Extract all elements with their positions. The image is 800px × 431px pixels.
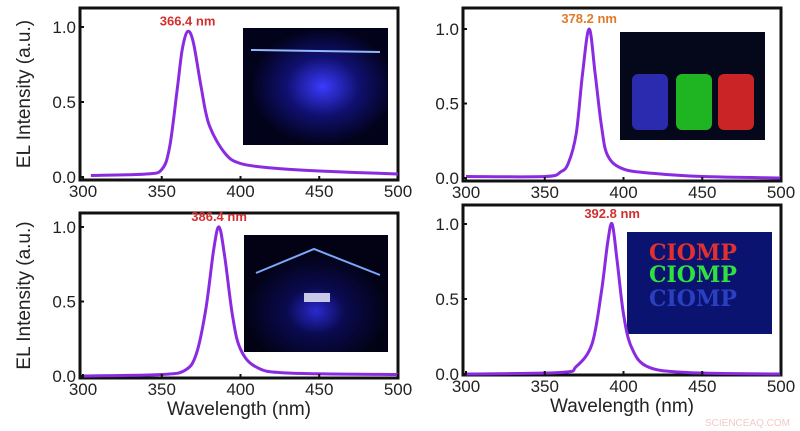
x-tick-label: 350 [148, 380, 176, 399]
peak-label: 392.8 nm [584, 206, 640, 221]
x-tick-label: 300 [452, 377, 480, 396]
y-tick-label: 0.0 [52, 168, 76, 187]
peak-label: 378.2 nm [561, 11, 617, 26]
vial-2 [676, 74, 712, 130]
y-tick-label: 1.0 [52, 18, 76, 37]
panel-3: 386.4 nm 300 350 400 450 500 0.0 0.5 1.0 EL Inten… [14, 209, 412, 420]
x-axis-label: Wavelength (nm) [550, 396, 694, 417]
x-tick-label: 300 [452, 183, 480, 202]
panel-1: 366.4 nm 300 350 400 450 500 0.0 0.5 1.0 EL Inten… [14, 6, 412, 201]
y-tick-label: 0.0 [435, 169, 459, 188]
y-tick-label: 1.0 [52, 218, 76, 237]
x-tick-label: 500 [767, 183, 795, 202]
spectrum-line [465, 27, 782, 180]
vial-3 [718, 74, 754, 130]
y-tick-label: 0.0 [52, 367, 76, 386]
spectrum-line [82, 225, 399, 378]
y-axis-label: EL Intensity (a.u.) [14, 221, 35, 369]
y-tick-label: 0.5 [52, 293, 76, 312]
x-tick-label: 400 [609, 183, 637, 202]
x-tick-label: 350 [148, 182, 176, 201]
x-tick-label: 450 [688, 377, 716, 396]
inset-background [243, 28, 388, 145]
x-tick-label: 400 [226, 182, 254, 201]
inset-letters-3: CIOMP [649, 286, 737, 312]
peak-label: 366.4 nm [160, 14, 216, 29]
x-tick-label: 450 [305, 182, 333, 201]
inset-photo [243, 28, 388, 145]
y-tick-label: 1.0 [435, 20, 459, 39]
plot-frame [461, 6, 783, 183]
x-tick-label: 450 [305, 380, 333, 399]
inset-background [627, 232, 772, 334]
y-axis-label: EL Intensity (a.u.) [14, 20, 35, 168]
y-tick-label: 0.5 [435, 290, 459, 309]
x-tick-label: 450 [688, 183, 716, 202]
x-tick-label: 400 [226, 380, 254, 399]
x-axis-label: Wavelength (nm) [167, 399, 311, 420]
x-tick-label: 500 [384, 380, 412, 399]
inset-glow-line [255, 247, 381, 276]
x-tick-label: 300 [69, 380, 97, 399]
peak-label: 386.4 nm [191, 209, 247, 224]
plot-frame [461, 203, 783, 377]
inset-display [304, 293, 330, 302]
x-tick-label: 400 [609, 377, 637, 396]
x-tick-label: 300 [69, 182, 97, 201]
inset-photo [244, 235, 388, 352]
vial-1 [632, 74, 668, 130]
plot-frame [78, 211, 400, 380]
x-tick-label: 500 [767, 377, 795, 396]
y-tick-label: 1.0 [435, 215, 459, 234]
panel-2: 378.2 nm 300 350 400 450 500 0.0 0.5 1.0 [435, 6, 795, 202]
plot-frame [78, 6, 400, 182]
x-tick-label: 500 [384, 182, 412, 201]
watermark: SCIENCEAQ.COM [705, 418, 790, 429]
spectrum-line [90, 29, 399, 177]
x-tick-label: 350 [531, 377, 559, 396]
inset-letters-2: CIOMP [649, 262, 737, 288]
y-tick-label: 0.5 [435, 95, 459, 114]
spectrum-line [465, 221, 782, 376]
inset-photo [620, 32, 765, 140]
x-tick-label: 350 [531, 183, 559, 202]
inset-letters-1: CIOMP [649, 240, 737, 266]
inset-glow-line [250, 49, 381, 53]
y-tick-label: 0.0 [435, 365, 459, 384]
y-tick-label: 0.5 [52, 93, 76, 112]
